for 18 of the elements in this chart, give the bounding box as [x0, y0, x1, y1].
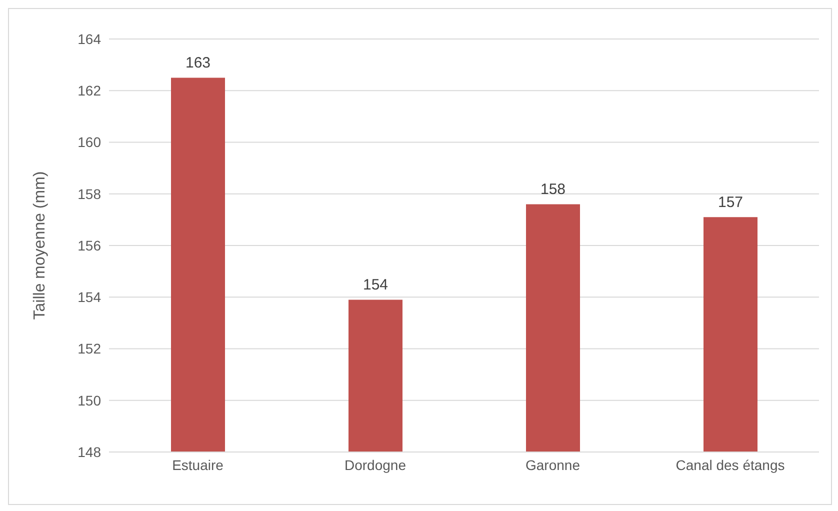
- y-tick-label: 162: [78, 82, 102, 99]
- data-label: 157: [718, 194, 744, 212]
- y-tick-label: 160: [78, 134, 102, 150]
- data-label: 154: [362, 276, 388, 294]
- data-label: 163: [185, 54, 211, 72]
- y-tick-label: 164: [78, 30, 102, 47]
- x-tick-label: Dordogne: [344, 456, 406, 473]
- x-tick-label: Canal des étangs: [676, 456, 785, 473]
- y-tick-label: 154: [78, 289, 102, 306]
- y-tick-label: 148: [78, 444, 102, 460]
- data-label: 158: [540, 181, 566, 198]
- y-tick-label: 152: [78, 340, 102, 357]
- y-tick-label: 156: [78, 237, 102, 254]
- y-tick-label: 150: [78, 392, 102, 408]
- y-tick-label: 158: [78, 186, 102, 202]
- x-tick-label: Garonne: [526, 456, 580, 473]
- y-axis-title: Taille moyenne (mm): [32, 171, 49, 320]
- x-tick-label: Estuaire: [172, 456, 224, 473]
